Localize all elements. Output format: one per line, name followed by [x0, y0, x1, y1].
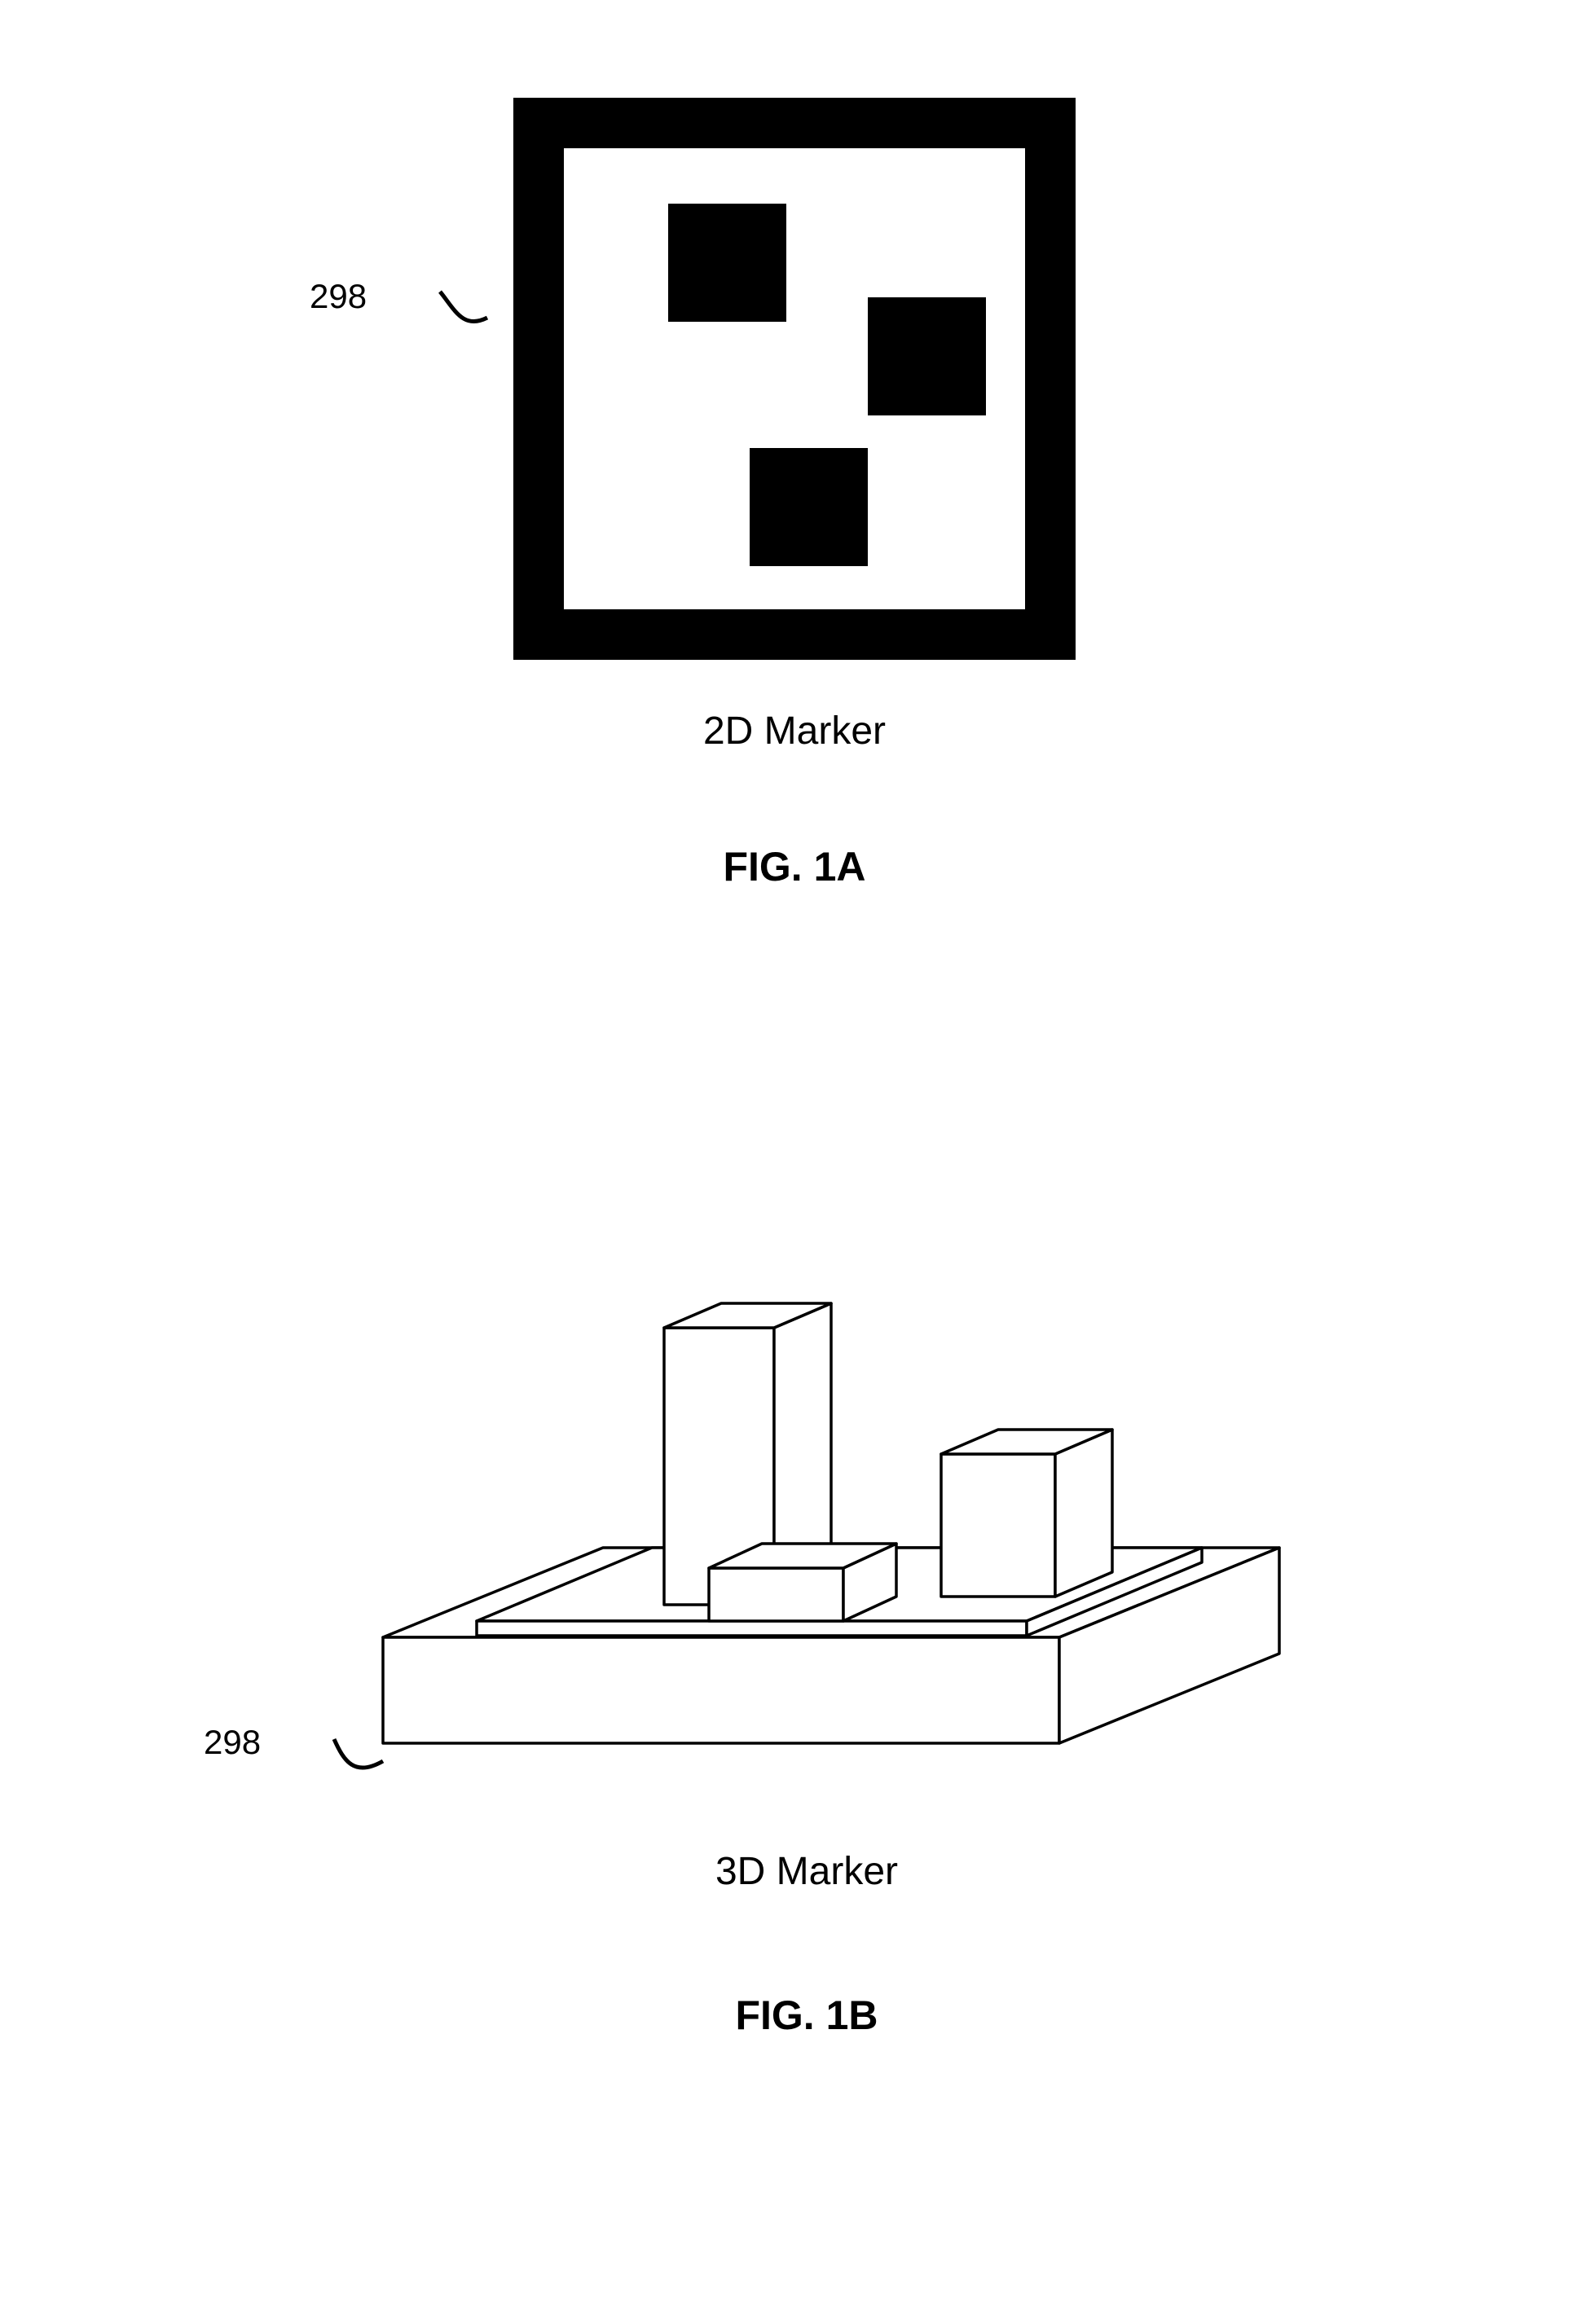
- marker-square-3: [750, 448, 868, 566]
- small-front: [709, 1568, 843, 1621]
- ref-number-1a: 298: [310, 277, 367, 316]
- marker-square-1: [668, 204, 786, 322]
- leader-1a: [381, 285, 512, 342]
- plate-front: [477, 1621, 1027, 1636]
- marker-2d: [513, 98, 1076, 660]
- marker-3d: [277, 1246, 1336, 1817]
- leader-1b: [277, 1733, 407, 1790]
- base-front: [383, 1637, 1059, 1743]
- ref-number-1b: 298: [204, 1723, 261, 1762]
- figure-1b: 298 3D Marker FIG. 1B: [212, 1246, 1353, 2039]
- med-right: [1055, 1430, 1112, 1597]
- caption-1a: 2D Marker: [513, 709, 1076, 753]
- fig-label-1a: FIG. 1A: [513, 843, 1076, 890]
- figure-1a: 298 2D Marker FIG. 1A: [301, 98, 1279, 890]
- marker-square-2: [868, 297, 986, 415]
- med-front: [941, 1454, 1055, 1597]
- caption-1b: 3D Marker: [277, 1849, 1336, 1894]
- fig-label-1b: FIG. 1B: [277, 1992, 1336, 2039]
